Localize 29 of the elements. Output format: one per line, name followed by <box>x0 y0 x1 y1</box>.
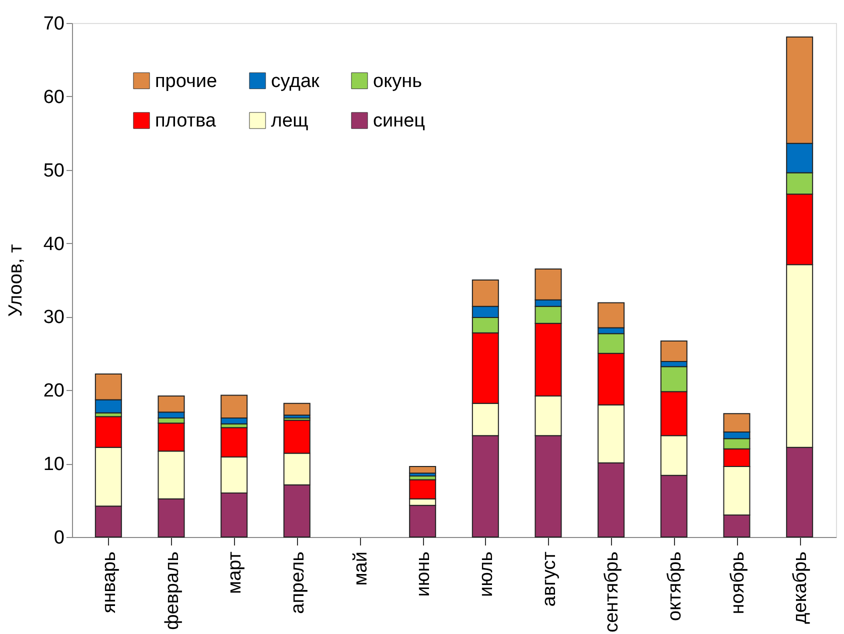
y-axis-title: Улоов, т <box>5 244 26 317</box>
x-tick-label: март <box>224 551 246 594</box>
legend-label: синец <box>373 110 426 132</box>
legend-label: прочие <box>155 70 218 92</box>
y-tick-label: 30 <box>43 307 64 328</box>
y-tick-label: 70 <box>43 14 64 34</box>
y-tick-label: 10 <box>43 454 64 476</box>
x-tick-label: февраль <box>162 551 183 630</box>
legend-label: судак <box>271 70 320 92</box>
y-tick-label: 60 <box>43 86 64 108</box>
y-tick-label: 0 <box>54 528 64 548</box>
x-tick-label: декабрь <box>790 551 812 624</box>
legend-label: плотва <box>155 110 216 132</box>
y-tick-label: 50 <box>43 160 64 182</box>
x-tick-label: май <box>350 552 372 586</box>
x-tick-label: август <box>538 551 560 607</box>
x-tick-label: ноябрь <box>727 551 748 614</box>
x-tick-label: июль <box>476 551 497 597</box>
legend-label: лещ <box>271 110 309 132</box>
y-tick-label: 40 <box>43 234 64 255</box>
legend-label: окунь <box>373 70 422 92</box>
x-tick-label: сентябрь <box>602 551 623 632</box>
bar <box>283 402 310 416</box>
x-tick-label: июнь <box>413 551 434 597</box>
y-tick-label: 20 <box>43 380 64 402</box>
x-tick-label: апрель <box>287 551 308 614</box>
x-tick-label: октябрь <box>664 551 686 621</box>
x-tick-label: январь <box>98 551 120 614</box>
bar <box>409 466 436 474</box>
